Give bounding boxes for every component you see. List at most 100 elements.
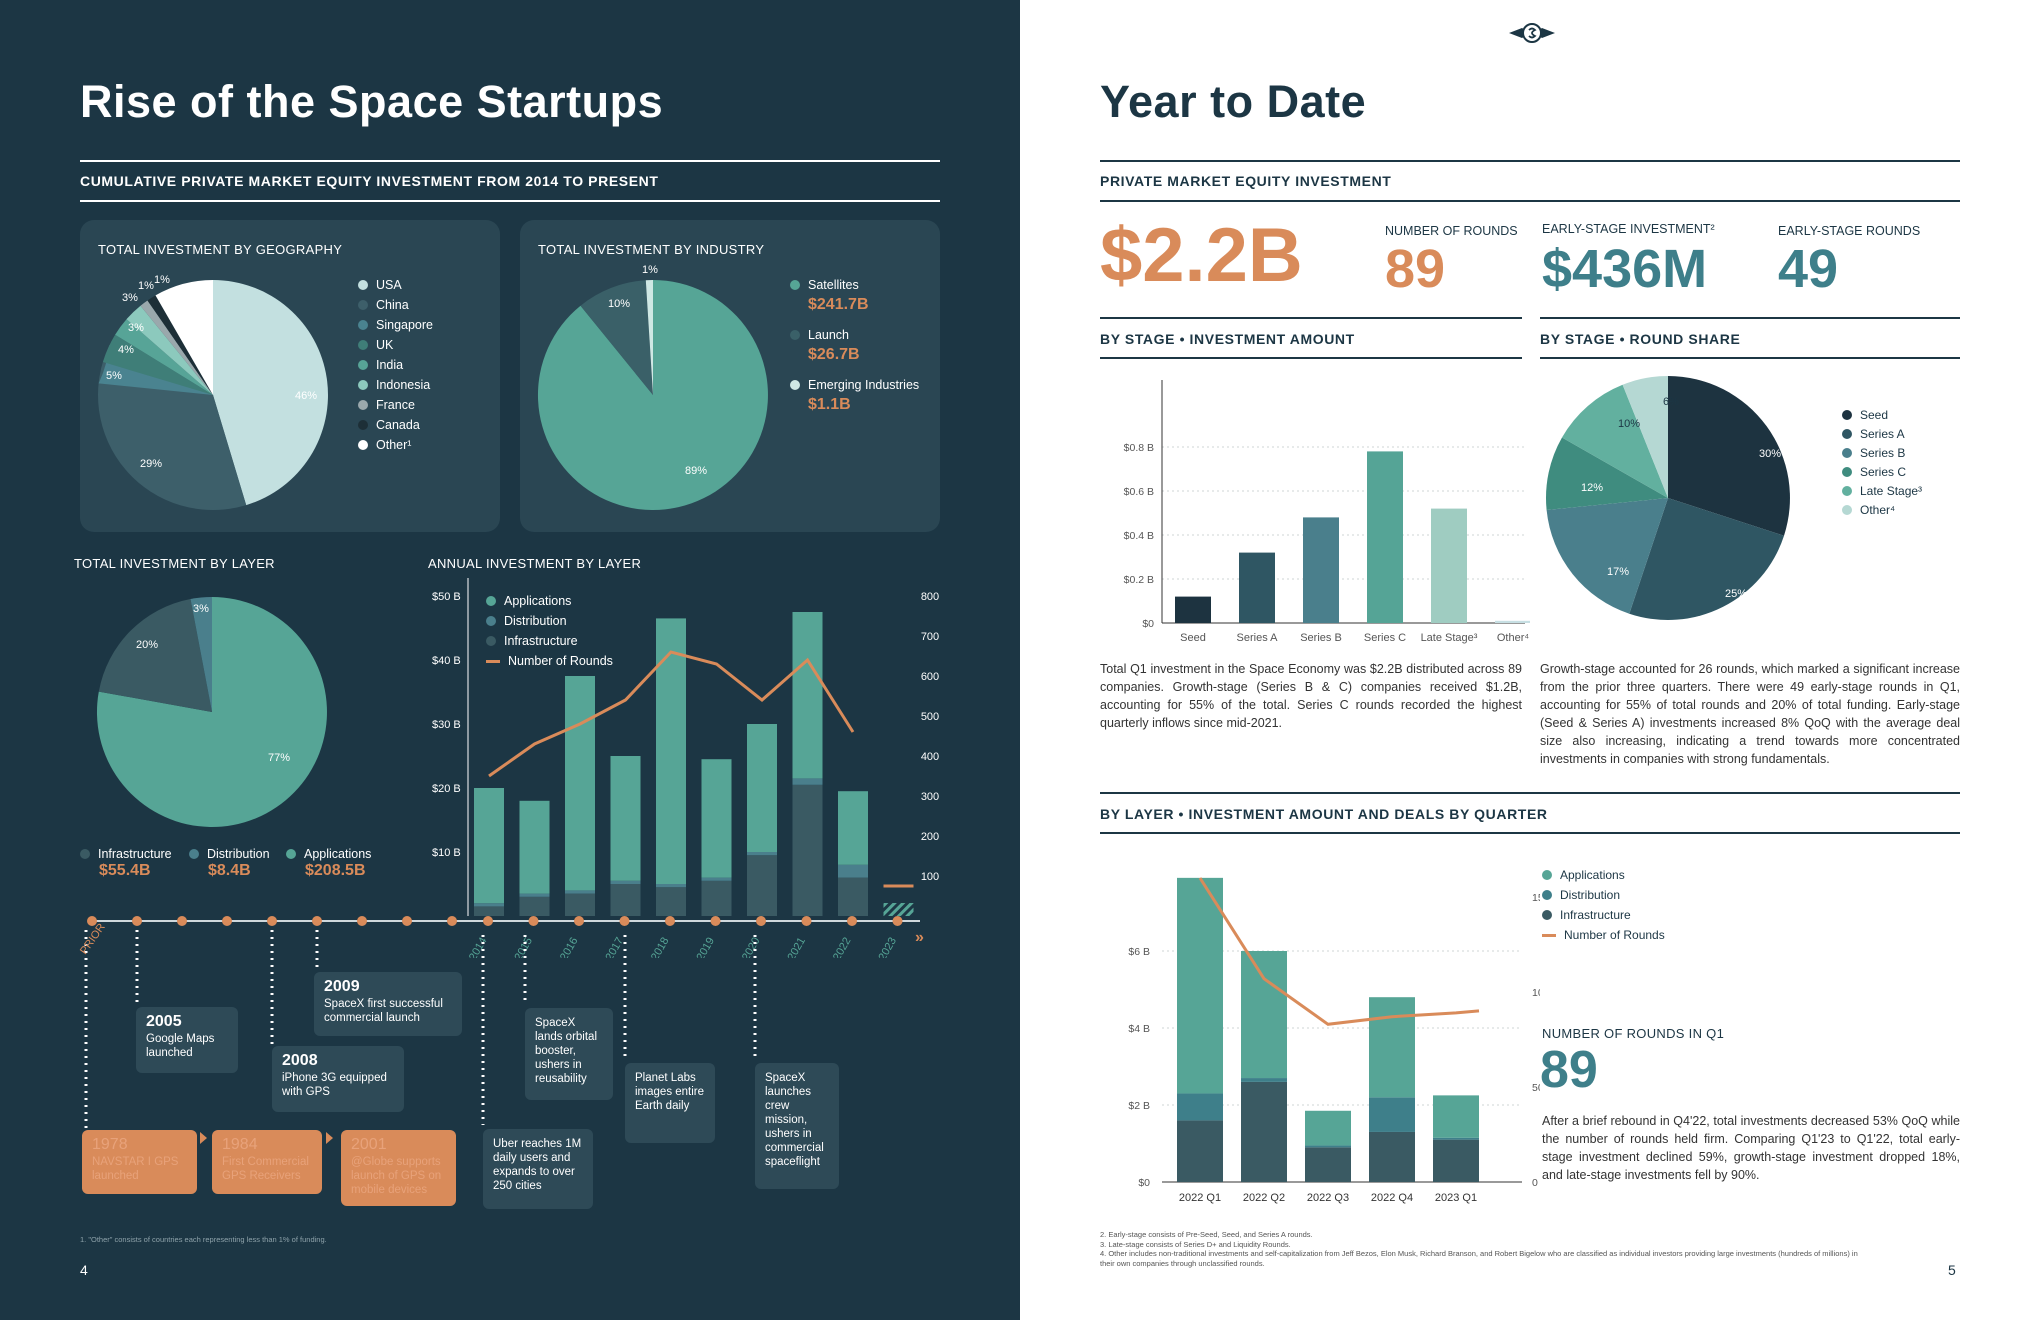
stage-share-title: BY STAGE • ROUND SHARE [1540, 331, 1741, 347]
rounds-q1-title: NUMBER OF ROUNDS IN Q1 [1542, 1026, 1725, 1041]
legend-emerging: Emerging Industries [790, 378, 919, 392]
timeline-dot [892, 916, 903, 926]
x-tick-label: Series B [1300, 632, 1342, 644]
timeline-arrow [200, 1132, 207, 1144]
bar-distribution [701, 877, 732, 881]
kpi-early-rounds: 49 [1778, 239, 1839, 299]
timeline-dot [402, 916, 412, 926]
legend-series-b: Series B [1842, 446, 1905, 460]
divider [1540, 357, 1960, 359]
timeline-dot [132, 916, 142, 926]
timeline-event-uber: Uber reaches 1M daily users and expands … [483, 1129, 593, 1209]
bar-2023-placeholder [883, 903, 914, 916]
pie-label: 3% [128, 322, 144, 334]
divider [1100, 792, 1960, 794]
legend-dot [790, 280, 800, 290]
right-page: Year to Date PRIVATE MARKET EQUITY INVES… [1020, 0, 2040, 1320]
kpi-early-investment: $436M [1542, 239, 1708, 299]
kpi-total-investment: $2.2B [1100, 213, 1303, 298]
pie-label: 8% [184, 296, 200, 308]
legend-dot [358, 380, 368, 390]
timeline-dot [756, 916, 766, 926]
timeline-event-2005: 2005 Google Maps launched [136, 1007, 238, 1073]
bar-infrastructure [701, 880, 732, 916]
y2-tick-label: 700 [921, 631, 939, 643]
bar-distribution [838, 864, 868, 878]
footnote: 4. Other includes non-traditional invest… [1100, 1249, 1858, 1268]
stage-bar-chart: $0 $0.2 B $0.4 B $0.6 B $0.8 B Seed Series A Se… [1124, 380, 1530, 644]
timeline-dot [801, 916, 812, 926]
y2-tick-label: 800 [921, 591, 939, 603]
bar-applications [1433, 1095, 1479, 1138]
legend-infrastructure: Infrastructure [80, 847, 172, 861]
pie-slice-seed [1668, 376, 1790, 536]
timeline-event-2008: 2008 iPhone 3G equipped with GPS [272, 1046, 404, 1112]
bar-applications [792, 612, 823, 779]
legend-dot [80, 849, 90, 859]
pie-label: 3% [193, 603, 209, 615]
divider [1540, 317, 1960, 319]
legend-dot [1842, 410, 1852, 420]
timeline-dot [847, 916, 857, 926]
bar-infrastructure [1305, 1147, 1351, 1182]
y-tick-label: $4 B [1128, 1023, 1150, 1035]
page-title: Rise of the Space Startups [80, 76, 664, 127]
satellites-value: $241.7B [808, 296, 869, 313]
bar-applications [701, 759, 732, 878]
bar-applications [565, 676, 595, 891]
legend-applications: Applications [1542, 868, 1625, 882]
y-tick-label: $10 B [432, 847, 461, 859]
divider [80, 200, 940, 202]
legend-dot [1542, 870, 1552, 880]
pie-label: 1% [642, 264, 658, 276]
stage-description: Total Q1 investment in the Space Economy… [1100, 662, 1522, 730]
industry-title: TOTAL INVESTMENT BY INDUSTRY [538, 242, 765, 257]
pie-label: 25% [1725, 588, 1748, 600]
y-tick-label: $2 B [1128, 1100, 1150, 1112]
rounds-q1-description: After a brief rebound in Q4'22, total in… [1542, 1114, 1960, 1182]
timeline-event-2001: 2001 @Globe supports launch of GPS on mob… [341, 1130, 456, 1206]
legend-dot [358, 320, 368, 330]
legend-dot [358, 440, 368, 450]
geography-card: TOTAL INVESTMENT BY GEOGRAPHY 46% 29% 5%… [80, 220, 500, 532]
y-tick-label: $40 B [432, 655, 461, 667]
timeline-dot [222, 916, 232, 926]
legend-france: France [358, 398, 415, 412]
bar-infrastructure [1241, 1081, 1287, 1182]
pie-label: 10% [1618, 418, 1641, 430]
legend-series-a: Series A [1842, 427, 1905, 441]
bar-infrastructure [656, 887, 686, 916]
divider [1100, 317, 1522, 319]
timeline-dot [312, 916, 322, 926]
legend-dot [1542, 890, 1552, 900]
bar-infrastructure [1177, 1120, 1223, 1182]
emerging-value: $1.1B [808, 396, 851, 413]
bar-3 [1367, 451, 1403, 623]
y2-tick-label: 600 [921, 671, 939, 683]
infrastructure-value: $55.4B [99, 862, 151, 879]
legend-launch: Launch [790, 328, 849, 342]
bar-infrastructure [1433, 1139, 1479, 1182]
legend-dot [1842, 505, 1852, 515]
legend-dot [358, 400, 368, 410]
y-tick-label: $0.4 B [1124, 530, 1154, 542]
legend-dot [486, 616, 496, 626]
legend-dot [790, 380, 800, 390]
pie-label: 30% [1759, 448, 1782, 460]
bar-5 [1495, 620, 1530, 623]
legend-dot [358, 360, 368, 370]
timeline-dot [87, 916, 97, 926]
rounds-line [488, 650, 855, 778]
timeline-dot [665, 916, 675, 926]
legend-canada: Canada [358, 418, 420, 432]
timeline-dot [483, 916, 493, 926]
timeline-event-planet-labs: Planet Labs images entire Earth daily [625, 1063, 715, 1143]
legend-indonesia: Indonesia [358, 378, 430, 392]
kpi-label-early-investment: EARLY-STAGE INVESTMENT² [1542, 222, 1715, 236]
y2-tick-label: 200 [921, 831, 939, 843]
bar-0 [1175, 596, 1211, 623]
timeline-dot [710, 916, 721, 926]
legend-other: Other⁴ [1842, 503, 1895, 517]
legend-rounds: Number of Rounds [1542, 928, 1665, 942]
annual-title: ANNUAL INVESTMENT BY LAYER [428, 556, 642, 571]
